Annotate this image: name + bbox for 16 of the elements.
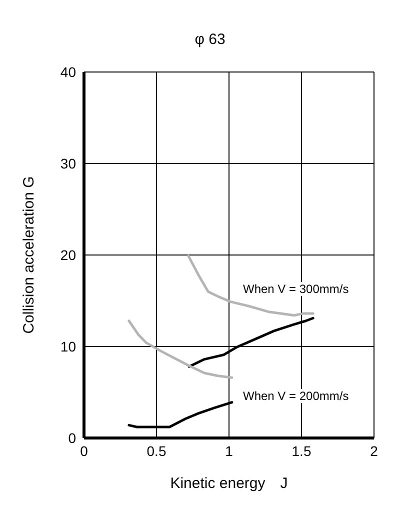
x-axis-title: Kinetic energy J [170,475,288,492]
y-tick-label: 30 [60,155,76,172]
annotation: When V = 200mm/s [241,389,351,403]
y-tick-label: 10 [60,338,76,354]
y-tick-label: 40 [60,64,76,80]
x-tick-label: 1 [225,442,234,459]
line-series [128,320,234,379]
x-tick-label: 1.5 [292,442,312,459]
annotation: When V = 300mm/s [241,282,351,296]
y-tick-label: 0 [68,430,76,446]
y-tick-label: 20 [60,246,76,263]
chart-title: φ 63 [194,30,226,50]
x-tick-label: 0.5 [146,442,166,459]
x-tick-label: 0 [80,442,88,459]
y-axis-title: Collision acceleration G [20,176,38,334]
x-tick-label: 2 [370,442,378,459]
